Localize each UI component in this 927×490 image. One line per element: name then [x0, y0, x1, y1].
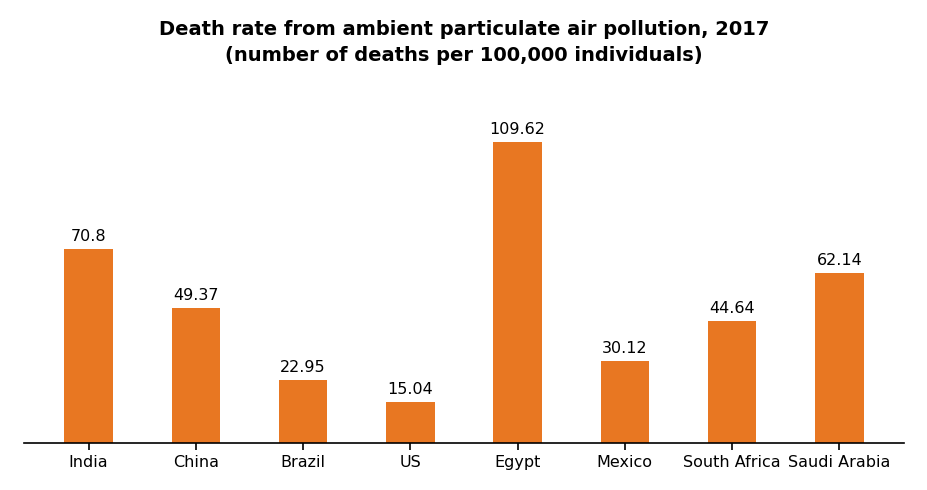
Text: 15.04: 15.04	[387, 382, 433, 397]
Text: 30.12: 30.12	[602, 341, 647, 356]
Text: 109.62: 109.62	[489, 122, 545, 137]
Bar	[814, 273, 862, 443]
Bar	[707, 321, 756, 443]
Bar	[65, 249, 113, 443]
Text: 70.8: 70.8	[70, 229, 107, 244]
Text: 49.37: 49.37	[173, 288, 219, 303]
Bar	[279, 380, 327, 443]
Title: Death rate from ambient particulate air pollution, 2017
(number of deaths per 10: Death rate from ambient particulate air …	[159, 20, 768, 65]
Text: 22.95: 22.95	[280, 360, 325, 375]
Bar	[600, 361, 648, 443]
Bar	[171, 308, 220, 443]
Text: 62.14: 62.14	[816, 253, 861, 268]
Text: 44.64: 44.64	[708, 301, 755, 316]
Bar	[386, 402, 434, 443]
Bar	[493, 143, 541, 443]
